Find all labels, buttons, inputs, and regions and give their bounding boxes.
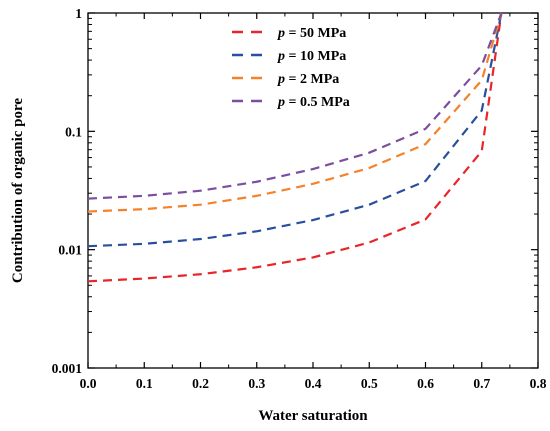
y-axis: 0.001 0.01 0.1 1 (52, 6, 538, 376)
plot-area (87, 12, 539, 369)
x-tick-label: 0.7 (473, 376, 490, 391)
x-tick-label: 0.8 (530, 376, 547, 391)
y-tick-label: 0.001 (52, 361, 83, 376)
x-tick-label: 0.5 (361, 376, 378, 391)
x-tick-label: 0.6 (417, 376, 434, 391)
series-layer (87, 12, 503, 283)
x-axis-title: Water saturation (258, 408, 368, 424)
legend-label: p = 10 MPa (277, 49, 346, 64)
x-tick-label: 0.4 (305, 376, 322, 391)
y-tick-label: 0.01 (58, 243, 82, 258)
legend: p = 50 MPa p = 10 MPa p = 2 MPa p = 0.5 MPa (232, 26, 350, 110)
x-tick-label: 0.1 (136, 376, 153, 391)
y-tick-label: 1 (75, 6, 82, 21)
y-axis-title: Contribution of organic pore (10, 98, 26, 283)
series-line (87, 12, 503, 248)
plot-frame (87, 12, 539, 369)
x-tick-label: 0.0 (80, 376, 97, 391)
legend-label: p = 0.5 MPa (277, 95, 350, 110)
x-axis: 0.0 0.1 0.2 0.3 0.4 0.5 0.6 0.7 0.8 (80, 13, 547, 391)
x-tick-label: 0.3 (248, 376, 265, 391)
series-line (87, 12, 503, 283)
legend-label: p = 50 MPa (277, 26, 346, 41)
series-line (87, 12, 503, 213)
legend-label: p = 2 MPa (277, 72, 339, 87)
y-tick-label: 0.1 (65, 124, 82, 139)
series-line (87, 12, 503, 200)
x-tick-label: 0.2 (192, 376, 209, 391)
